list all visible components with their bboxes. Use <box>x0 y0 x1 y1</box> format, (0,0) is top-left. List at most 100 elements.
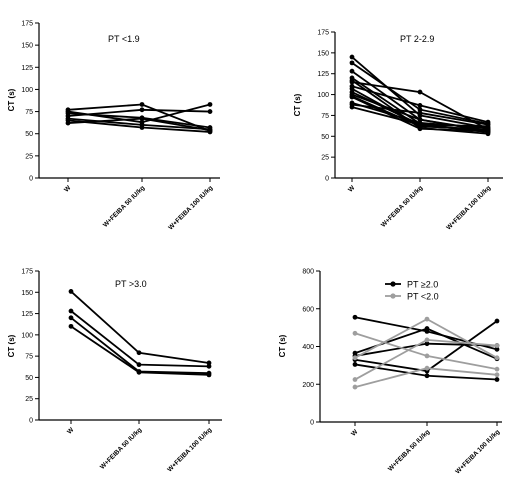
data-point <box>68 323 74 329</box>
data-point <box>494 377 500 382</box>
data-point <box>207 102 213 107</box>
y-tick-label: 25 <box>25 396 33 403</box>
data-point <box>494 366 500 372</box>
x-tick-label: W+FEIBA 50 IU/kg <box>102 184 147 229</box>
y-tick-label: 200 <box>302 382 314 389</box>
x-tick-label: W <box>63 184 73 194</box>
data-point <box>424 326 430 331</box>
x-tick-label: W <box>350 428 360 438</box>
y-tick-label: 150 <box>21 43 33 50</box>
y-tick-label: 150 <box>21 290 33 297</box>
data-point <box>349 68 355 74</box>
data-point <box>352 314 358 320</box>
data-point <box>68 289 74 294</box>
legend-swatch-marker <box>390 281 396 287</box>
legend: PT ≥2.0 PT <2.0 <box>385 280 439 302</box>
x-tick-label: W+FEIBA 50 IU/kg <box>387 428 432 473</box>
data-point <box>352 377 358 382</box>
series-line <box>70 310 210 368</box>
data-point <box>485 122 491 128</box>
data-point <box>424 373 430 379</box>
y-tick-label: 75 <box>321 113 329 120</box>
y-tick-label: 100 <box>317 92 329 99</box>
data-point <box>485 125 491 131</box>
data-point <box>349 60 355 66</box>
y-tick-label: 0 <box>325 176 329 183</box>
x-tick-label: W <box>347 184 357 194</box>
data-point <box>417 103 423 108</box>
y-tick-label: 25 <box>321 155 329 162</box>
x-tick-label: W+FEIBA 50 IU/kg <box>380 184 425 229</box>
y-tick-label: 125 <box>317 71 329 78</box>
data-point <box>349 104 355 110</box>
data-point <box>494 372 500 378</box>
data-point <box>206 363 212 369</box>
data-point <box>417 110 423 116</box>
x-tick-label: W+FEIBA 100 IU/kg <box>167 184 214 231</box>
x-tick-label: W+FEIBA 50 IU/kg <box>99 426 144 471</box>
y-tick-label: 175 <box>21 21 33 28</box>
data-point <box>417 89 423 95</box>
data-point <box>352 384 358 390</box>
data-point <box>139 102 145 107</box>
legend-swatch-marker <box>390 293 396 299</box>
y-tick-label: 50 <box>321 134 329 141</box>
data-point <box>352 330 358 336</box>
data-point <box>494 346 500 352</box>
chart-panel-1: 0 25 50 75 100 125 150 175 W W+FEIBA 50 IU/kg W+FE… <box>7 21 220 232</box>
y-tick-label: 25 <box>25 153 33 160</box>
data-point <box>424 341 430 347</box>
y-tick-label: 0 <box>310 420 314 427</box>
chart-panel-4: 0 200 400 600 800 W W+FEIBA 50 IU/kg W+FEIBA 10… <box>278 269 502 476</box>
legend-label: PT ≥2.0 <box>407 280 438 290</box>
data-point <box>68 308 74 314</box>
data-point <box>417 126 423 132</box>
x-tick-label: W <box>66 426 76 436</box>
y-tick-label: 50 <box>25 375 33 382</box>
y-tick-label: 125 <box>21 311 33 318</box>
chart-title: PT 2-2.9 <box>400 34 434 44</box>
data-point <box>136 362 142 368</box>
y-tick-label: 150 <box>317 50 329 57</box>
y-tick-label: 400 <box>302 344 314 351</box>
data-point <box>485 129 491 135</box>
data-point <box>352 362 358 367</box>
data-point <box>417 117 423 122</box>
y-axis-title: CT (s) <box>7 88 16 111</box>
y-tick-label: 800 <box>302 269 314 276</box>
chart-title: PT >3.0 <box>115 279 147 289</box>
y-tick-label: 0 <box>29 176 33 183</box>
data-point <box>494 318 500 324</box>
data-point <box>349 86 355 92</box>
series-line <box>67 108 211 117</box>
y-tick-label: 50 <box>25 131 33 138</box>
chart-panel-3: 0 25 50 75 100 125 150 175 W W+FEIBA 50 IU/kg W+FE… <box>7 269 222 474</box>
y-tick-label: 100 <box>21 87 33 94</box>
chart-panel-2: 0 25 50 75 100 125 150 175 W W+FEIBA 50 IU/kg W+FE… <box>293 30 503 232</box>
data-point <box>65 120 71 126</box>
data-point <box>424 337 430 343</box>
data-point <box>139 116 145 122</box>
x-tick-label: W+FEIBA 100 IU/kg <box>166 426 213 473</box>
x-tick-label: W+FEIBA 100 IU/kg <box>454 428 501 475</box>
data-point <box>349 79 355 85</box>
data-point <box>206 360 212 366</box>
data-point <box>349 94 355 100</box>
y-axis-title: CT (s) <box>278 334 287 357</box>
y-axis-title: CT (s) <box>293 93 302 116</box>
y-tick-label: 100 <box>21 332 33 339</box>
data-point <box>424 365 430 371</box>
y-tick-label: 0 <box>29 418 33 425</box>
data-point <box>417 107 423 112</box>
y-tick-label: 125 <box>21 65 33 72</box>
y-tick-label: 175 <box>21 269 33 276</box>
data-point <box>424 316 430 322</box>
data-point <box>417 122 423 128</box>
data-point <box>136 369 142 375</box>
data-point <box>494 343 500 348</box>
y-tick-label: 175 <box>317 30 329 37</box>
chart-title: PT <1.9 <box>108 34 140 44</box>
y-tick-label: 75 <box>25 354 33 361</box>
data-point <box>68 315 74 321</box>
data-point <box>206 372 212 378</box>
